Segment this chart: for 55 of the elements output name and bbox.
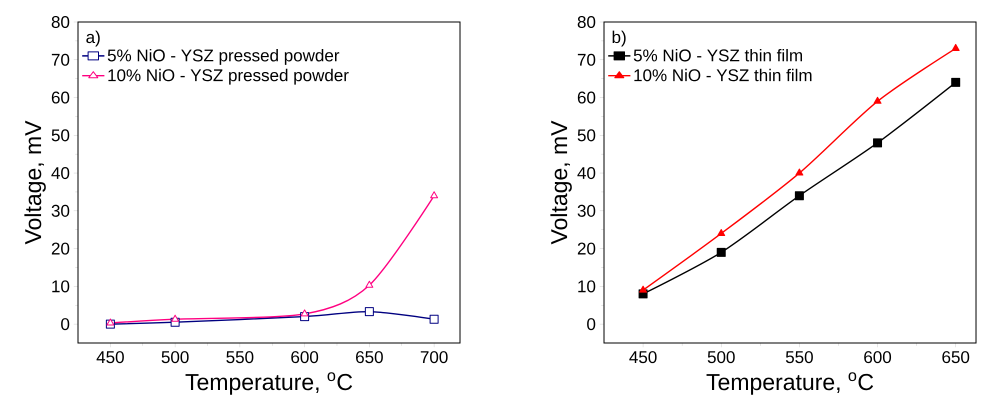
y-tick-label: 40: [577, 167, 596, 180]
point: [794, 191, 804, 200]
x-tick-label: 500: [162, 351, 189, 364]
x-axis-title: Temperature, $^{o}$C: [706, 372, 874, 395]
x-tick-label: 550: [786, 351, 813, 364]
x-tick-label: 500: [708, 351, 735, 364]
point: [430, 314, 439, 324]
point: [873, 138, 882, 148]
x-tick-label: 600: [864, 351, 892, 364]
y-tick-label: 60: [578, 92, 596, 104]
point: [430, 191, 438, 198]
point: [951, 78, 960, 87]
x-tick-label: 600: [291, 351, 318, 364]
y-axis-title: Voltage, mV: [550, 120, 572, 244]
x-tick-label: 650: [356, 351, 383, 364]
y-tick-label: 20: [578, 242, 596, 255]
point: [874, 96, 882, 104]
y-tick-label: 60: [52, 92, 70, 104]
point: [717, 228, 726, 236]
point: [106, 318, 114, 326]
point: [300, 309, 309, 316]
y-tick-label: 70: [52, 54, 70, 66]
x-tick-label: 550: [226, 351, 254, 364]
point: [716, 248, 726, 257]
point: [952, 44, 960, 51]
x-tick-label: 450: [96, 351, 124, 364]
y-tick-label: 0: [587, 318, 596, 330]
x-tick-label: 650: [942, 351, 970, 364]
legend-label: 10% NiO - YSZ pressed powder: [108, 68, 349, 85]
y-tick-label: 10: [578, 280, 596, 292]
y-tick-label: 10: [52, 280, 70, 292]
x-axis-title: Temperature, $^{o}$C: [186, 372, 352, 395]
y-tick-label: 40: [51, 167, 70, 180]
point: [364, 307, 374, 316]
y-tick-label: 50: [52, 129, 70, 142]
y-tick-label: 30: [52, 204, 70, 217]
y-tick-label: 50: [578, 129, 596, 142]
annotation: a): [86, 30, 100, 46]
y-tick-label: 70: [578, 54, 596, 66]
x-tick-label: 700: [420, 351, 448, 364]
legend-label: 5% NiO - YSZ thin film: [634, 48, 802, 62]
annotation: b): [612, 30, 626, 46]
y-tick-label: 80: [52, 16, 70, 28]
y-tick-label: 80: [578, 16, 596, 28]
point: [171, 314, 180, 322]
legend-label: 10% NiO - YSZ thin film: [634, 68, 812, 82]
y-axis-title: Voltage, mV: [24, 120, 46, 244]
legend-label: 5% NiO - YSZ pressed powder: [108, 48, 340, 65]
point: [365, 280, 374, 288]
y-tick-label: 30: [578, 204, 596, 217]
y-tick-label: 0: [61, 318, 70, 330]
y-tick-label: 20: [52, 242, 70, 255]
point: [795, 168, 804, 176]
x-tick-label: 450: [629, 351, 657, 364]
point: [639, 286, 648, 293]
